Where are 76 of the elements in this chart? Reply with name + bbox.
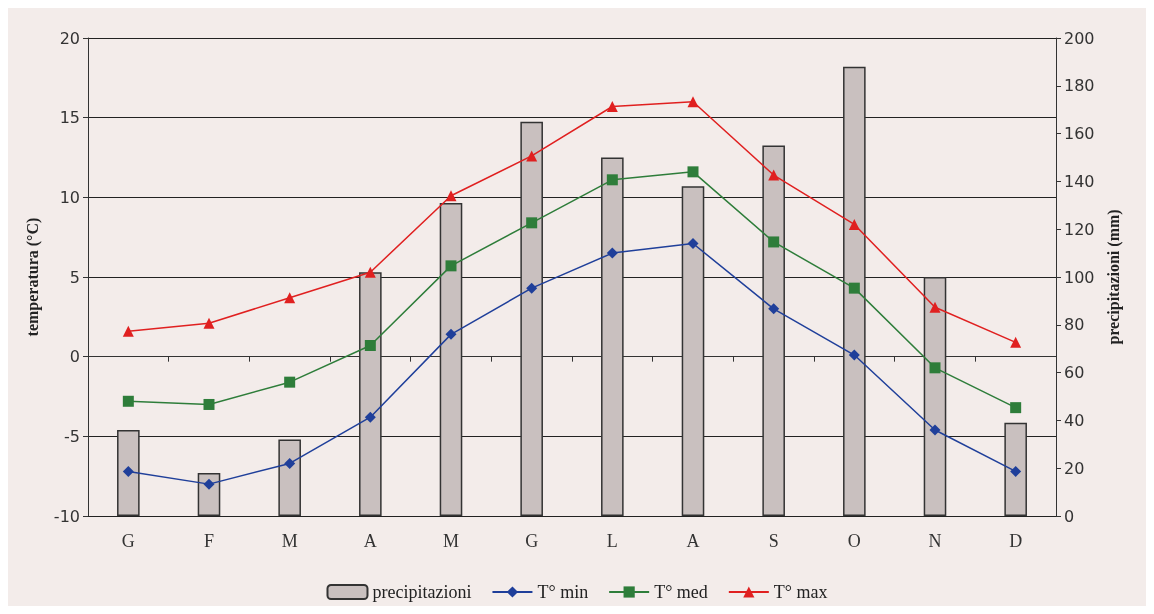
x-tick-label: G	[525, 531, 539, 551]
x-tick-label: M	[281, 531, 298, 551]
point	[1010, 336, 1022, 348]
bar	[117, 429, 140, 516]
y-tick-label: 20	[59, 28, 80, 48]
x-tick-label: O	[847, 531, 861, 551]
y-tick-label: 0	[69, 347, 80, 367]
y2-tick-label: 20	[1064, 458, 1085, 478]
y-axis-title: temperatura (°C)	[23, 217, 42, 337]
y2-tick-label: 80	[1064, 315, 1085, 335]
x-tick-label: A	[686, 531, 700, 551]
point	[768, 169, 780, 181]
point	[687, 238, 699, 250]
x-tick-label: D	[1009, 531, 1023, 551]
point	[203, 398, 215, 410]
y2-tick-label: 160	[1064, 124, 1095, 144]
point	[606, 174, 618, 186]
point	[526, 217, 538, 229]
y-tick-label: -10	[53, 506, 80, 526]
point	[929, 424, 941, 436]
y2-tick-label: 200	[1064, 28, 1095, 48]
point	[445, 190, 457, 202]
point	[284, 376, 296, 388]
y2-tick-label: 120	[1064, 219, 1095, 239]
point	[929, 301, 941, 313]
y2-tick-label: 140	[1064, 171, 1095, 191]
y-tick-label: -5	[64, 426, 80, 446]
point	[203, 478, 215, 490]
bar	[197, 472, 221, 516]
y-tick-label: 5	[69, 267, 80, 287]
legend-label: T° min	[537, 582, 589, 602]
point	[768, 303, 780, 315]
y2-tick-label: 40	[1064, 410, 1085, 430]
y-tick-label: 15	[59, 108, 80, 128]
point	[929, 362, 941, 374]
point	[1010, 465, 1022, 477]
y2-tick-label: 0	[1064, 506, 1075, 526]
legend-label: T° max	[773, 582, 828, 602]
point	[606, 101, 618, 113]
point	[768, 236, 780, 248]
point	[526, 282, 538, 294]
point	[848, 349, 860, 361]
point	[848, 282, 860, 294]
point	[687, 96, 699, 108]
x-tick-label: S	[768, 531, 779, 551]
point	[203, 317, 215, 329]
bar	[1004, 422, 1027, 516]
y-tick-label: 10	[59, 187, 80, 207]
point	[445, 328, 457, 340]
point	[364, 266, 376, 278]
point	[284, 292, 296, 304]
point	[122, 325, 134, 337]
legend-label: precipitazioni	[372, 582, 472, 602]
bar	[278, 439, 301, 516]
x-tick-label: G	[121, 531, 135, 551]
x-tick-label: L	[606, 531, 618, 551]
y2-tick-label: 60	[1064, 363, 1085, 383]
point	[364, 340, 376, 352]
x-tick-label: F	[203, 531, 215, 551]
x-tick-label: N	[928, 531, 942, 551]
y2-tick-label: 100	[1064, 267, 1095, 287]
point	[364, 411, 376, 423]
y2-axis-title: precipitazioni (mm)	[1104, 209, 1123, 345]
point	[122, 395, 134, 407]
legend-label: T° med	[654, 582, 708, 602]
point	[1010, 402, 1022, 414]
y2-tick-label: 180	[1064, 76, 1095, 96]
point	[687, 166, 699, 178]
point	[848, 218, 860, 230]
point	[606, 247, 618, 259]
point	[445, 260, 457, 272]
x-tick-label: A	[363, 531, 377, 551]
point	[122, 465, 134, 477]
point	[284, 457, 296, 469]
x-tick-label: M	[442, 531, 460, 551]
point	[526, 150, 538, 162]
